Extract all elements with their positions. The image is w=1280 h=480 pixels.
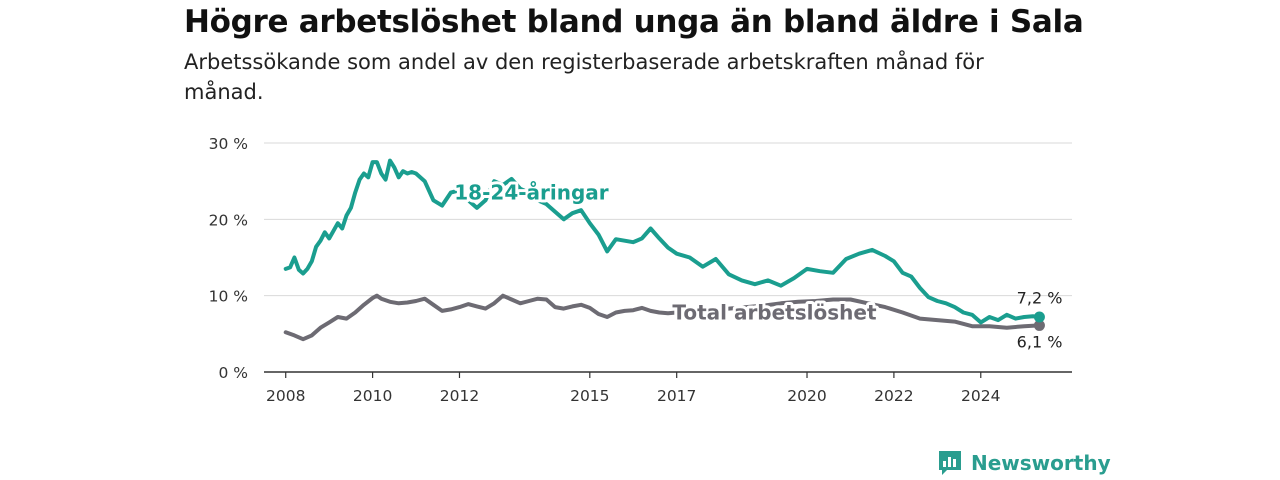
x-tick-label: 2024 [961,387,1000,405]
x-tick-label: 2012 [440,387,479,405]
x-tick-label: 2022 [874,387,913,405]
x-tick-label: 2017 [657,387,696,405]
series-lines [283,158,1045,342]
x-tick-label: 2010 [353,387,392,405]
brand-name: Newsworthy [971,451,1111,475]
chart-subtitle: Arbetssökande som andel av den registerb… [184,50,984,104]
end-point-total [1033,319,1045,331]
x-tick-label: 2008 [266,387,305,405]
series-labels: 18-24-åringar Total arbetslöshet 7,2 % 6,1 … [451,177,1063,352]
x-tick-label: 2015 [570,387,609,405]
grid-lines [264,142,1072,373]
series-line-total [283,293,1042,342]
y-tick-label: 20 % [209,211,248,229]
y-tick-label: 10 % [209,288,248,306]
end-label-youth: 7,2 % [1017,288,1063,307]
chart-title: Högre arbetslöshet bland unga än bland ä… [184,4,1084,40]
newsworthy-logo-icon [939,451,961,475]
series-line-youth [283,158,1042,325]
x-axis-ticks: 2008 2010 2012 2015 2017 2020 2022 2024 [266,372,1001,405]
y-tick-label: 30 % [209,135,248,153]
series-label-youth: 18-24-åringar [454,180,609,204]
y-tick-label: 0 % [218,364,248,382]
series-label-total: Total arbetslöshet [672,300,877,324]
end-label-total: 6,1 % [1017,333,1063,352]
end-point-youth [1033,311,1045,323]
y-axis-ticks: 0 % 10 % 20 % 30 % [209,135,248,382]
brand-logo[interactable]: Newsworthy [937,449,1111,477]
x-tick-label: 2020 [787,387,826,405]
